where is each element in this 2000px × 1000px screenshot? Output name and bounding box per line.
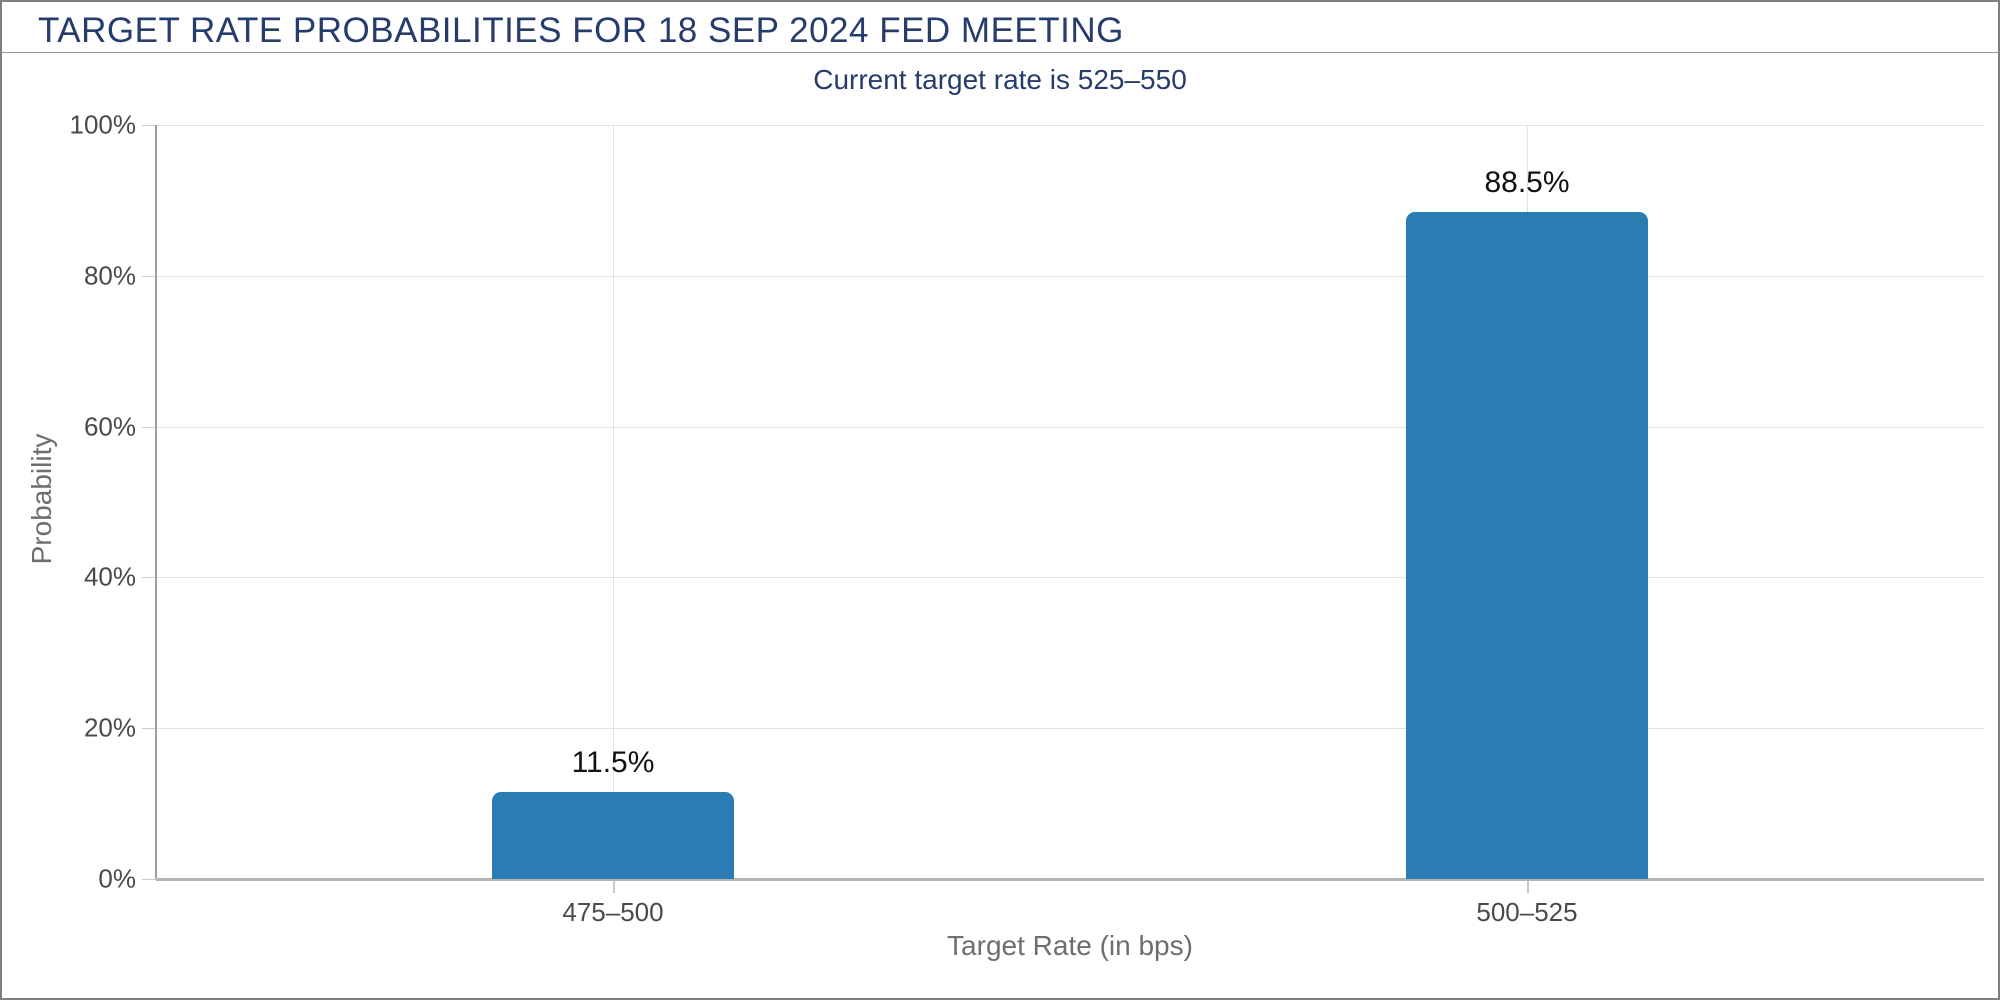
page-title: TARGET RATE PROBABILITIES FOR 18 SEP 202… bbox=[38, 11, 1124, 50]
y-tick-label: 60% bbox=[83, 411, 136, 442]
y-tick-label: 80% bbox=[83, 260, 136, 291]
x-category-label: 475–500 bbox=[562, 897, 664, 927]
y-axis-tick bbox=[142, 728, 156, 730]
h-gridline bbox=[156, 275, 1984, 277]
h-gridline bbox=[156, 125, 1984, 126]
x-axis-tick bbox=[1527, 881, 1529, 893]
h-gridline bbox=[156, 426, 1984, 428]
x-category-label: 500–525 bbox=[1476, 897, 1578, 927]
y-axis-tick bbox=[142, 275, 156, 277]
title-divider bbox=[2, 52, 1998, 53]
h-gridline bbox=[156, 577, 1984, 579]
probability-bar[interactable] bbox=[1406, 211, 1648, 879]
y-tick-label: 100% bbox=[69, 109, 137, 140]
probability-bar[interactable] bbox=[492, 792, 734, 879]
v-gridline bbox=[613, 125, 614, 879]
bar-value-label: 11.5% bbox=[571, 746, 655, 780]
x-axis-tick bbox=[613, 881, 615, 893]
y-axis-line bbox=[155, 125, 157, 879]
y-axis-title: Probability bbox=[26, 433, 57, 565]
x-axis-title: Target Rate (in bps) bbox=[947, 930, 1193, 961]
y-axis-tick bbox=[142, 125, 156, 126]
chart-subtitle: Current target rate is 525–550 bbox=[813, 64, 1187, 95]
y-axis-tick bbox=[142, 426, 156, 428]
y-tick-label: 40% bbox=[83, 561, 136, 592]
h-gridline bbox=[156, 728, 1984, 730]
y-axis-tick bbox=[142, 879, 156, 880]
x-axis-line bbox=[156, 878, 1984, 881]
bar-value-label: 88.5% bbox=[1484, 165, 1570, 199]
y-axis-tick bbox=[142, 577, 156, 579]
y-tick-label: 0% bbox=[98, 863, 136, 894]
y-tick-label: 20% bbox=[83, 712, 136, 743]
